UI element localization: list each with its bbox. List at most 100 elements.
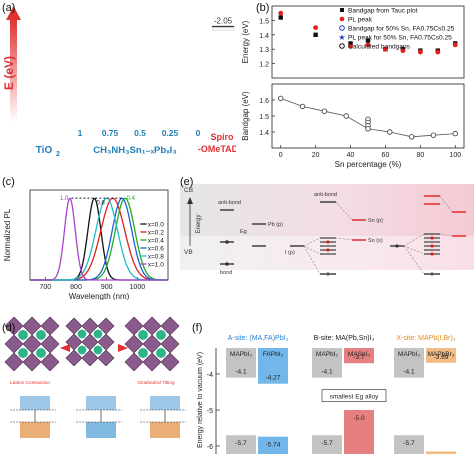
label-antibond-2: anti-bond: [314, 192, 337, 198]
legend-marker-star: ★: [338, 33, 345, 42]
octahedron: [81, 349, 99, 367]
vb-bar: [258, 436, 288, 454]
a-site-cation: [93, 345, 103, 355]
sn-fraction-label: 0: [196, 128, 201, 138]
calculated-bandgap-point: [278, 95, 284, 102]
y-tick-label: 1.2: [259, 62, 269, 69]
tio2-label: TiO: [36, 145, 53, 156]
panel-a-axis-label: E (eV): [2, 55, 17, 91]
y-tick-label: 1.5: [259, 114, 269, 121]
label-lattice-contraction: Lattice Contraction: [10, 380, 50, 386]
arrow-right: [118, 344, 128, 352]
octahedron: [97, 349, 115, 367]
data-point-pl: [452, 42, 458, 48]
annotation-0-8: 0.8: [96, 201, 105, 207]
legend-label: x=0.2: [148, 230, 164, 237]
a-site-cation: [138, 348, 148, 358]
y-tick-label: 1.4: [259, 130, 269, 137]
perovskite-formula: CH₃NH₃Sn₁₋ₓPbₓI₃: [93, 145, 176, 156]
data-point-tauc: [278, 15, 283, 20]
label-sn-p: Sn (p): [368, 218, 383, 224]
vb-bar: [394, 435, 424, 454]
electron-dot: [430, 272, 434, 276]
electron-dot-red: [430, 244, 434, 248]
data-point-pl: [435, 49, 441, 55]
electron-dot: [225, 240, 229, 244]
electron-dot-red: [430, 252, 434, 256]
site-alloy-band-chart: Energy relative to vacuum (eV) -4 -5 -6 A-si…: [192, 304, 474, 461]
y-axis-label-top: Energy (eV): [241, 20, 250, 63]
panel-a-letter: (a): [2, 2, 16, 14]
octahedron: [124, 352, 144, 372]
connector: [303, 245, 321, 275]
octahedron: [40, 352, 60, 372]
panel-b: 1.2 1.3 1.4 1.5 Energy (eV) Bandgap from Tauc…: [240, 0, 474, 172]
spiro-label-1: Spiro: [210, 132, 234, 142]
x-tick-label: 1000: [130, 284, 146, 291]
calculated-bandgap-point: [430, 132, 437, 138]
y-tick-label: 1.6: [259, 98, 269, 105]
orbital-diagram: CB VB Energy anti-bond Pb (p) Eg bond I (p) anti…: [180, 176, 474, 300]
data-point-pl: [313, 25, 319, 30]
octahedron: [142, 352, 162, 372]
calculated-bandgap-point: [321, 108, 328, 114]
energy-arrow-shaft: [10, 18, 17, 122]
y-tick-label: 1.5: [259, 18, 269, 25]
calculated-bandgap-point: [299, 103, 306, 110]
group-title: A-site: (MA,FA)PbI₃: [228, 335, 289, 342]
x-tick-label: 80: [416, 152, 424, 159]
x-tick-label: 800: [70, 284, 82, 291]
cb-block: [20, 396, 50, 410]
data-point-tauc: [313, 32, 318, 37]
panel-c-letter: (c): [2, 176, 15, 188]
panel-f-letter: (f): [192, 322, 203, 334]
x-tick-label: 20: [312, 152, 320, 159]
y-tick-label: -5: [207, 408, 213, 415]
calculated-bandgap-point: [343, 113, 349, 119]
x-tick-label: 60: [382, 152, 390, 159]
spiro-label-2: -OMeTAD: [198, 144, 236, 154]
vbm-value: -5.0: [353, 415, 365, 422]
y-tick-label: -6: [207, 444, 213, 451]
electron-dot-red: [326, 248, 330, 252]
legend-marker-square: [340, 8, 344, 12]
y-axis-label: Normalized PL: [3, 208, 12, 261]
connector: [403, 245, 425, 275]
data-point-pl: [383, 46, 388, 52]
legend-label: Calculated bandgaps: [348, 44, 411, 51]
connector: [403, 233, 425, 247]
bar-label: MAPbI₃: [316, 351, 339, 358]
y-tick-label: 1.3: [259, 47, 269, 54]
vb-bar: [344, 410, 374, 454]
a-site-cation: [156, 348, 166, 358]
annotation-smallest-eg: smallest Eg alloy: [330, 394, 380, 401]
arrow-left: [60, 344, 70, 352]
a-site-cation: [93, 329, 103, 339]
sn-fraction-label: 1: [78, 128, 83, 138]
panel-d: Lattice Contraction Octahedral Tilting (d…: [0, 304, 188, 456]
cb-label: CB: [184, 187, 193, 194]
annotation-1-0: 1.0: [60, 196, 69, 202]
data-point-pl: [278, 10, 284, 16]
legend-marker-open-circle: [339, 43, 345, 49]
sn-fraction-label: 0.5: [134, 128, 146, 138]
legend-label: Bandgap from Tauc plot: [348, 8, 418, 15]
vbm-value: -5.7: [235, 440, 247, 447]
legend-marker-red-circle: [339, 16, 345, 22]
bar-label: MASnI₃: [348, 351, 371, 358]
panel-e: CB VB Energy anti-bond Pb (p) Eg bond I (p) anti…: [180, 176, 474, 300]
vb-block: [150, 422, 180, 438]
legend-label: x=0.8: [148, 254, 164, 261]
vbm-value: -5.74: [266, 442, 281, 449]
group-title: B-site: MA(Pb,Sn)I₃: [314, 335, 375, 342]
legend-label: x=0.0: [148, 222, 164, 229]
data-point-tauc: [348, 41, 353, 46]
octahedron: [4, 352, 24, 372]
a-site-cation: [18, 330, 28, 340]
annotation-0-4: 0.4: [127, 196, 136, 202]
legend-label: PL peak: [348, 17, 373, 24]
octahedron: [22, 352, 42, 372]
octahedron: [160, 352, 180, 372]
a-site-cation: [156, 330, 166, 340]
